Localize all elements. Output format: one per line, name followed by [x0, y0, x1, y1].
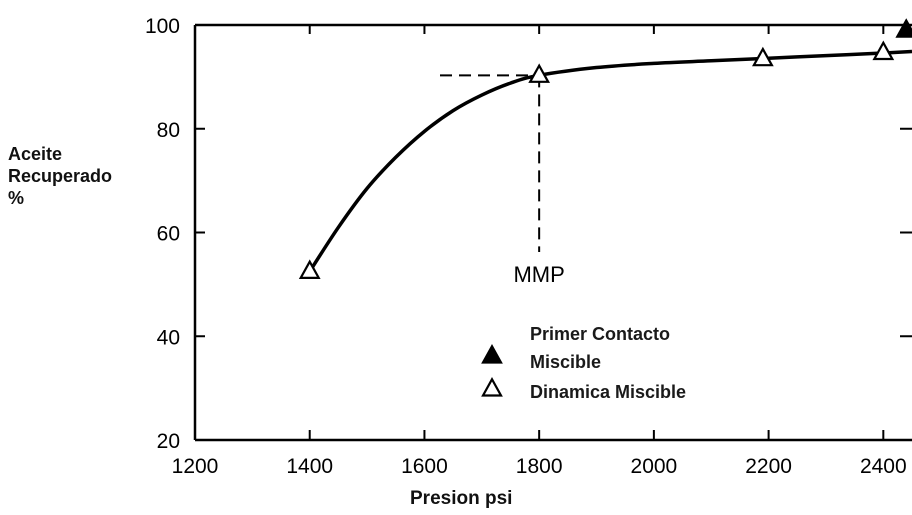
legend-open-triangle-icon: [481, 377, 503, 397]
chart-texts: MMP: [513, 262, 564, 287]
y-axis-label: Aceite Recuperado %: [8, 143, 112, 209]
legend: Primer Contacto Miscible Dinamica Miscible: [481, 324, 686, 402]
x-tick-label: 1200: [172, 455, 219, 478]
x-tick-label: 1800: [516, 455, 563, 478]
recovery-curve: [308, 49, 912, 273]
y-tick-label: 100: [145, 15, 180, 38]
y-tick-label: 80: [157, 119, 180, 142]
y-tick-label: 60: [157, 223, 180, 246]
y-axis-label-line: Aceite: [8, 144, 63, 164]
legend-filled-triangle-icon: [481, 344, 503, 364]
x-tick-label: 2000: [631, 455, 678, 478]
legend-entry-label: Primer Contacto: [530, 324, 670, 344]
open-triangle-point: [872, 40, 895, 61]
legend-entry-label: Miscible: [530, 352, 601, 372]
y-axis-label-line: Recuperado: [8, 166, 113, 186]
legend-entry-label: Dinamica Miscible: [530, 382, 686, 402]
y-axis-label-line: %: [8, 188, 25, 208]
filled-triangle-point: [895, 18, 912, 38]
x-tick-label: 2200: [745, 455, 792, 478]
open-triangle-point: [528, 63, 551, 83]
x-axis-label: Presion psi: [410, 488, 513, 509]
curve-path: [308, 49, 912, 273]
x-tick-label: 1600: [401, 455, 448, 478]
x-tick-label: 2400: [860, 455, 907, 478]
plot-axes: 1200 1400 1600 1800 2000 2200 2400 20 40 60 80 100: [145, 15, 912, 478]
x-tick-label: 1400: [286, 455, 333, 478]
data-markers: [298, 18, 912, 279]
y-tick-label: 40: [157, 326, 180, 349]
open-triangle-point: [298, 259, 321, 279]
mmp-guides: [440, 74, 541, 252]
open-triangle-point: [751, 46, 774, 67]
y-tick-label: 20: [157, 430, 180, 453]
mmp-label: MMP: [513, 262, 564, 287]
